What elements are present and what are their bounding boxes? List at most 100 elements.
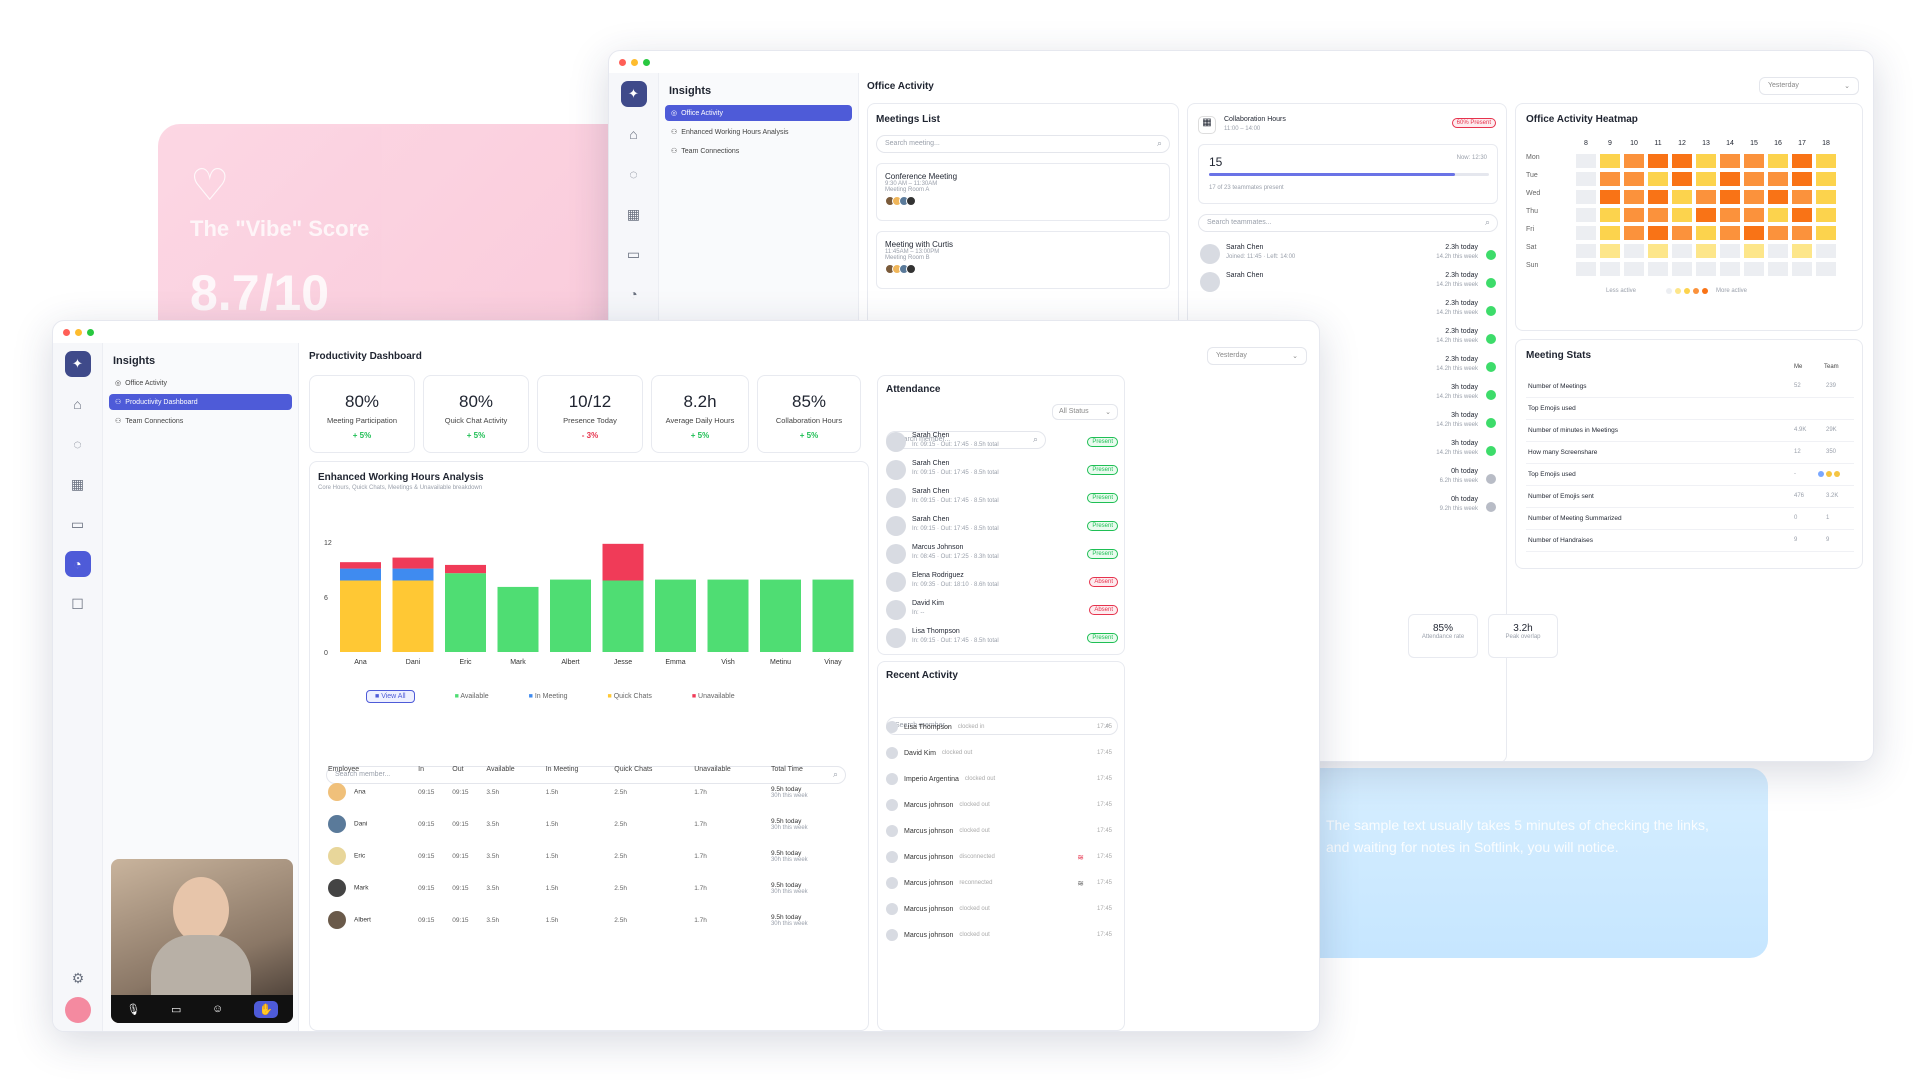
heatmap-cell (1600, 190, 1620, 204)
status-badge: Present (1087, 465, 1118, 475)
kpi-delta: - 3% (581, 431, 599, 440)
status-filter[interactable]: All Status ⌄ (1052, 404, 1118, 420)
chat-icon[interactable]: ◌ (629, 166, 638, 182)
app-logo-icon[interactable]: ✦ (64, 351, 91, 377)
attendance-row[interactable]: Marcus Johnson In: 08:45 · Out: 17:25 · 8… (886, 540, 1118, 568)
folder-icon[interactable]: ▭ (70, 515, 85, 532)
home-icon[interactable]: ⌂ (73, 396, 82, 412)
table-row[interactable]: Mark 09:15 09:15 3.5h 1.5h 2.5h 1.7h 9.5h today… (328, 872, 848, 904)
period-select[interactable]: Yesterday ⌄ (1207, 347, 1307, 365)
activity-row[interactable]: Marcus johnson clocked out 17:45 (886, 792, 1118, 818)
stat-label: Number of Handraises (1528, 537, 1594, 544)
heart-icon: ♡ (190, 161, 230, 210)
member-search-input[interactable]: Search member... (326, 766, 846, 784)
column-header: Available (486, 765, 515, 773)
column-header: Unavailable (694, 765, 731, 773)
activity-row[interactable]: Marcus johnson reconnected ≋ 17:45 (886, 870, 1118, 896)
calendar-icon[interactable]: ▦ (70, 475, 85, 492)
activity-action: disconnected (959, 854, 995, 860)
meeting-search-input[interactable]: Search meeting... (876, 135, 1170, 153)
attendance-row[interactable]: Sarah Chen In: 09:15 · Out: 17:45 · 8.5h … (886, 512, 1118, 540)
status-dot (1486, 334, 1496, 344)
table-row[interactable]: Dani 09:15 09:15 3.5h 1.5h 2.5h 1.7h 9.5h today… (328, 808, 848, 840)
nav-item-team-connections[interactable]: ⚇ Team Connections (671, 147, 740, 156)
inbox-icon[interactable]: ☐ (71, 595, 84, 612)
mini-stat-label: Peak overlap (1505, 634, 1541, 640)
heatmap-cell (1600, 244, 1620, 258)
teammate-row[interactable]: 0h today 6.2h this week (1198, 466, 1498, 494)
emoji-icon[interactable]: ☺ (212, 1003, 224, 1015)
heatmap-cell (1768, 262, 1788, 276)
activity-row[interactable]: Imperio Argentina clocked out 17:45 (886, 766, 1118, 792)
camera-icon[interactable]: ▭ (170, 1003, 182, 1016)
nav-item-office-activity[interactable]: ◎ Office Activity (115, 379, 167, 388)
heatmap-cell (1720, 208, 1740, 222)
attendance-row[interactable]: Sarah Chen In: 09:15 · Out: 17:45 · 8.5h … (886, 428, 1118, 456)
teammate-row[interactable]: Sarah Chen 2.3h today 14.2h this week (1198, 270, 1498, 298)
attendance-row[interactable]: Sarah Chen In: 09:15 · Out: 17:45 · 8.5h … (886, 456, 1118, 484)
heatmap-cell (1648, 190, 1668, 204)
nav-item-team-connections[interactable]: ⚇ Team Connections (115, 417, 184, 426)
activity-row[interactable]: Marcus johnson disconnected ≋ 17:45 (886, 844, 1118, 870)
scale-dot (1702, 288, 1708, 294)
x-tick-label: Emma (665, 659, 685, 666)
activity-row[interactable]: Lisa Thompson clocked in 17:45 (886, 714, 1118, 740)
legend-view-all[interactable]: ■ View All (366, 690, 415, 703)
teammate-row[interactable]: 2.3h today 14.2h this week (1198, 354, 1498, 382)
activity-time: 17:45 (1096, 854, 1112, 860)
nav-item-working-hours[interactable]: ⚇ Enhanced Working Hours Analysis (671, 128, 789, 137)
home-icon[interactable]: ⌂ (629, 126, 638, 142)
video-call-tile[interactable]: 🎙 ▭ ☺ ✋ (111, 859, 293, 1023)
stat-team: 239 (1826, 383, 1837, 389)
period-select[interactable]: Yesterday ⌄ (1759, 77, 1859, 95)
activity-row[interactable]: David Kim clocked out 17:45 (886, 740, 1118, 766)
app-logo-icon[interactable]: ✦ (620, 81, 647, 107)
legend-available[interactable]: ■ Available (454, 693, 489, 700)
teammate-row[interactable]: 2.3h today 14.2h this week (1198, 298, 1498, 326)
user-avatar[interactable] (65, 997, 91, 1023)
meeting-card[interactable]: Meeting with Curtis 11:45AM – 13:00PM Meet… (876, 231, 1170, 289)
table-row[interactable]: Eric 09:15 09:15 3.5h 1.5h 2.5h 1.7h 9.5h today… (328, 840, 848, 872)
folder-icon[interactable]: ▭ (626, 245, 641, 262)
teammate-row[interactable]: Sarah Chen Joined: 11:45 · Left: 14:00 2.3… (1198, 242, 1498, 270)
activity-row[interactable]: Marcus johnson clocked out 17:45 (886, 922, 1118, 948)
activity-row[interactable]: Marcus johnson clocked out 17:45 (886, 818, 1118, 844)
chat-icon[interactable]: ◌ (73, 436, 82, 452)
raise-hand-icon[interactable]: ✋ (253, 1000, 278, 1018)
insights-icon[interactable]: ◔ (64, 551, 91, 577)
avatar (886, 544, 906, 564)
heatmap-cell (1672, 208, 1692, 222)
teammate-today: 3h today (1451, 440, 1478, 447)
teammate-row[interactable]: 0h today 9.2h this week (1198, 494, 1498, 522)
legend-quick-chats[interactable]: ■ Quick Chats (607, 693, 652, 700)
teammate-row[interactable]: 3h today 14.2h this week (1198, 438, 1498, 466)
calendar-icon[interactable]: ▦ (626, 205, 641, 222)
nav-item-office-activity[interactable]: ◎ Office Activity (665, 105, 852, 121)
activity-name: Marcus johnson (904, 931, 954, 939)
settings-icon[interactable]: ⚙ (71, 969, 85, 986)
attendee-name: Lisa Thompson (912, 628, 960, 635)
meeting-name: Meeting with Curtis (885, 240, 954, 249)
table-row[interactable]: Albert 09:15 09:15 3.5h 1.5h 2.5h 1.7h 9.5h tod… (328, 904, 848, 936)
attendance-row[interactable]: David Kim In: -- Absent (886, 596, 1118, 624)
attendance-row[interactable]: Elena Rodriguez In: 09:35 · Out: 18:10 · … (886, 568, 1118, 596)
teammate-search-input[interactable]: Search teammates... (1198, 214, 1498, 232)
legend-in-meeting[interactable]: ■ In Meeting (528, 693, 568, 700)
status-dot (1486, 502, 1496, 512)
status-dot (1486, 362, 1496, 372)
table-row[interactable]: Ana 09:15 09:15 3.5h 1.5h 2.5h 1.7h 9.5h today 3… (328, 776, 848, 808)
attendance-row[interactable]: Sarah Chen In: 09:15 · Out: 17:45 · 8.5h … (886, 484, 1118, 512)
meeting-card[interactable]: Conference Meeting 9:30 AM – 11:30AM Meeti… (876, 163, 1170, 221)
teammate-row[interactable]: 3h today 14.2h this week (1198, 410, 1498, 438)
teammate-row[interactable]: 3h today 14.2h this week (1198, 382, 1498, 410)
legend-unavailable[interactable]: ■ Unavailable (691, 693, 735, 700)
activity-row[interactable]: Marcus johnson clocked out 17:45 (886, 896, 1118, 922)
status-dot (1486, 250, 1496, 260)
attendance-row[interactable]: Lisa Thompson In: 09:15 · Out: 17:45 · 8.… (886, 624, 1118, 652)
cell-in: 09:15 (418, 788, 435, 796)
heatmap-cell (1600, 154, 1620, 168)
microphone-icon[interactable]: 🎙 (126, 1003, 141, 1016)
insights-icon[interactable]: ◔ (629, 286, 638, 302)
nav-item-productivity-dashboard[interactable]: ⚇ Productivity Dashboard (109, 394, 292, 410)
teammate-row[interactable]: 2.3h today 14.2h this week (1198, 326, 1498, 354)
